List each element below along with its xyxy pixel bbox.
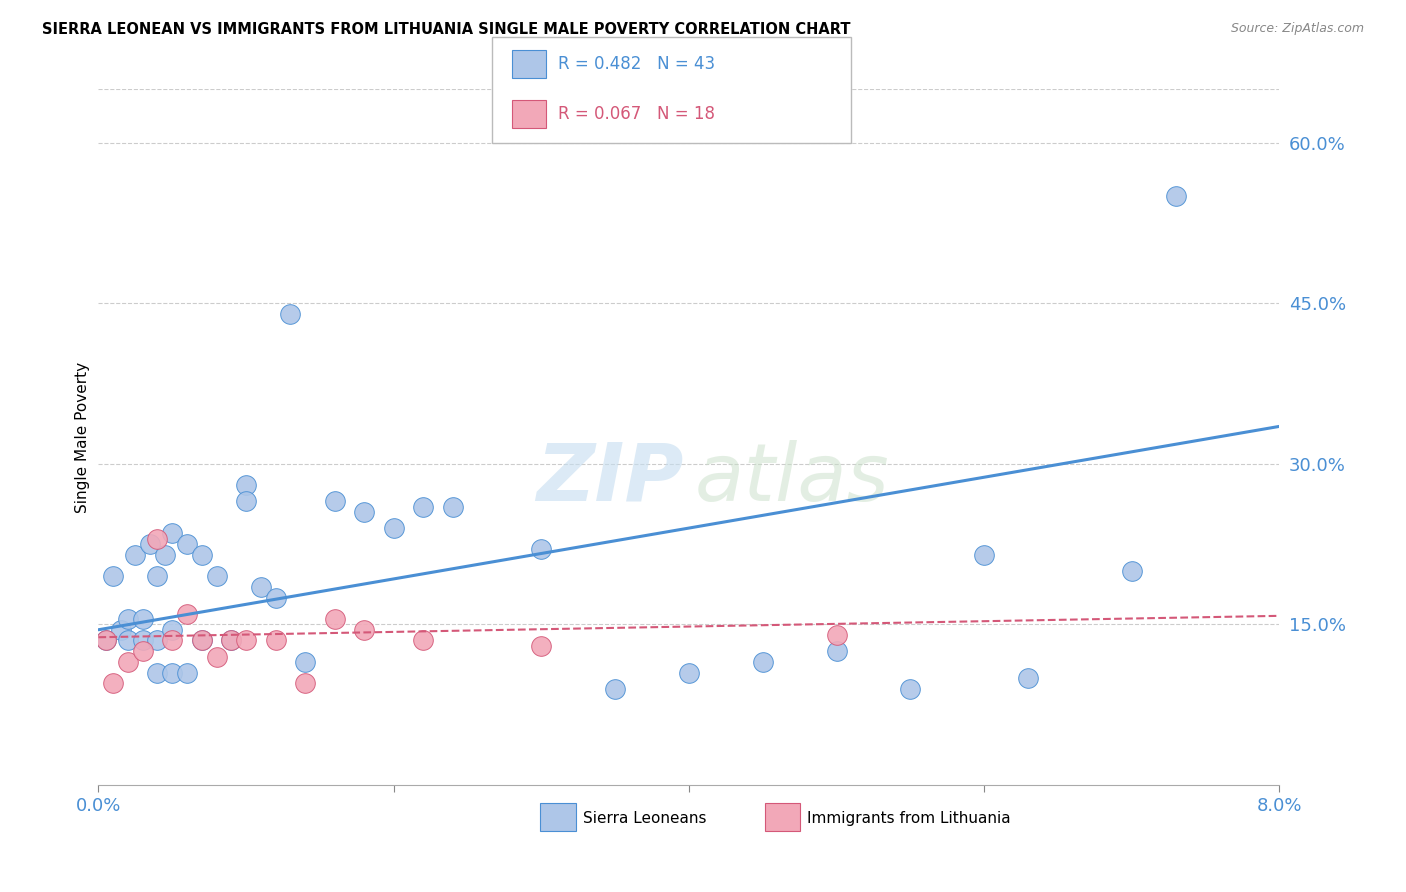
Point	[132, 633, 155, 648]
Point	[132, 644, 155, 658]
Point	[751, 655, 773, 669]
Point	[441, 500, 464, 514]
Point	[117, 655, 139, 669]
Point	[153, 548, 176, 562]
Point	[412, 500, 434, 514]
Point	[235, 478, 257, 492]
Point	[191, 633, 214, 648]
Point	[103, 676, 125, 690]
Point	[382, 521, 405, 535]
Point	[94, 633, 117, 648]
Point	[205, 569, 228, 583]
Point	[146, 665, 169, 680]
Text: R = 0.067   N = 18: R = 0.067 N = 18	[558, 105, 716, 123]
Point	[235, 494, 257, 508]
Point	[117, 633, 139, 648]
Point	[678, 665, 700, 680]
Point	[1017, 671, 1039, 685]
Point	[294, 676, 316, 690]
Point	[191, 548, 214, 562]
Point	[191, 633, 214, 648]
Text: Source: ZipAtlas.com: Source: ZipAtlas.com	[1230, 22, 1364, 36]
Point	[110, 623, 132, 637]
Point	[124, 548, 146, 562]
Point	[605, 681, 627, 696]
Point	[973, 548, 995, 562]
Point	[530, 542, 553, 557]
Point	[250, 580, 273, 594]
Point	[132, 612, 155, 626]
Point	[900, 681, 922, 696]
Point	[162, 526, 183, 541]
Point	[278, 307, 302, 321]
Point	[264, 591, 287, 605]
Point	[219, 633, 242, 648]
Point	[117, 612, 139, 626]
Point	[825, 644, 848, 658]
Point	[294, 655, 316, 669]
Point	[264, 633, 287, 648]
Point	[825, 628, 848, 642]
Point	[162, 665, 183, 680]
Point	[176, 537, 198, 551]
Text: R = 0.482   N = 43: R = 0.482 N = 43	[558, 55, 716, 73]
Point	[94, 633, 117, 648]
Point	[323, 494, 346, 508]
Point	[1121, 564, 1143, 578]
Point	[205, 649, 228, 664]
Point	[323, 612, 346, 626]
Point	[412, 633, 434, 648]
Point	[146, 532, 169, 546]
Point	[353, 623, 375, 637]
Point	[219, 633, 242, 648]
Point	[146, 569, 169, 583]
Text: atlas: atlas	[695, 440, 890, 518]
Y-axis label: Single Male Poverty: Single Male Poverty	[75, 361, 90, 513]
Point	[353, 505, 375, 519]
FancyBboxPatch shape	[765, 803, 800, 830]
Text: ZIP: ZIP	[536, 440, 683, 518]
Point	[176, 607, 198, 621]
Point	[235, 633, 257, 648]
Point	[162, 623, 183, 637]
Point	[139, 537, 162, 551]
Text: SIERRA LEONEAN VS IMMIGRANTS FROM LITHUANIA SINGLE MALE POVERTY CORRELATION CHAR: SIERRA LEONEAN VS IMMIGRANTS FROM LITHUA…	[42, 22, 851, 37]
Point	[176, 665, 198, 680]
FancyBboxPatch shape	[540, 803, 575, 830]
Text: Immigrants from Lithuania: Immigrants from Lithuania	[807, 811, 1011, 826]
Point	[162, 633, 183, 648]
Point	[1164, 189, 1187, 203]
Point	[530, 639, 553, 653]
Point	[146, 633, 169, 648]
Point	[103, 569, 125, 583]
Text: Sierra Leoneans: Sierra Leoneans	[582, 811, 706, 826]
